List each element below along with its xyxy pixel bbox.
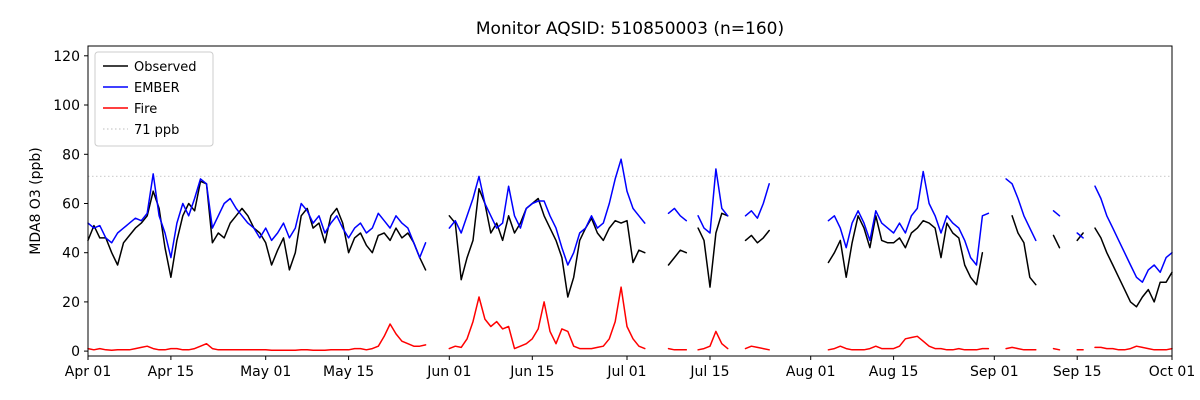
legend-label-fire: Fire <box>134 102 157 117</box>
x-tick-label: Apr 01 <box>65 364 111 380</box>
y-tick-label: 20 <box>62 295 80 311</box>
plot-border <box>87 45 1173 357</box>
x-tick-label: Aug 01 <box>786 364 836 380</box>
legend-label-observed: Observed <box>134 60 197 75</box>
y-tick-label: 80 <box>62 147 80 163</box>
chart-title: Monitor AQSID: 510850003 (n=160) <box>476 19 784 39</box>
legend: Observed EMBER Fire 71 ppb <box>94 51 214 147</box>
x-tick-label: Jun 15 <box>509 364 554 380</box>
x-tick-label: May 01 <box>240 364 291 380</box>
y-tick-label: 40 <box>62 246 80 262</box>
x-tick-label: Jul 01 <box>606 364 646 380</box>
y-axis-label: MDA8 O3 (ppb) <box>28 147 44 255</box>
legend-label-71-ppb: 71 ppb <box>134 123 179 138</box>
series-fire <box>87 286 1173 352</box>
y-tick-label: 0 <box>71 344 80 360</box>
x-tick-label: Sep 01 <box>970 364 1019 380</box>
y-tick-label: 60 <box>62 197 80 213</box>
x-tick-label: Apr 15 <box>148 364 194 380</box>
series-ember <box>87 158 1173 283</box>
series-observed <box>87 180 1173 308</box>
legend-box <box>94 51 214 147</box>
x-tick-label: Jun 01 <box>426 364 471 380</box>
legend-label-ember: EMBER <box>134 81 180 96</box>
x-tick-label: Sep 15 <box>1053 364 1102 380</box>
x-tick-label: Aug 15 <box>869 364 919 380</box>
y-tick-label: 120 <box>53 49 80 65</box>
x-tick-label: Jul 15 <box>689 364 729 380</box>
plot-area: Apr 01 Apr 15 May 01 May 15 Jun 01 Jun 15 Jul … <box>53 45 1195 380</box>
x-tick-label: Oct 01 <box>1149 364 1195 380</box>
x-tick-label: May 15 <box>323 364 374 380</box>
y-tick-label: 100 <box>53 98 80 114</box>
